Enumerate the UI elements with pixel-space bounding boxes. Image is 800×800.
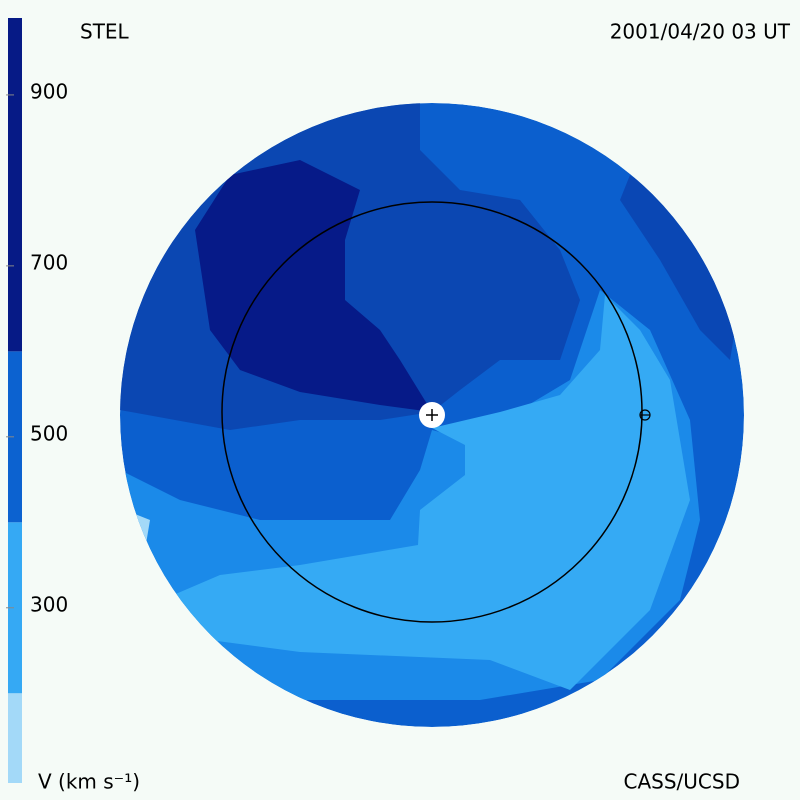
colorbar-band — [8, 522, 22, 694]
tick-label: 900 — [30, 79, 68, 103]
region-core — [195, 160, 432, 412]
colorbar-band — [8, 18, 22, 352]
tick-label: 700 — [30, 250, 68, 274]
observatory: STEL — [80, 20, 130, 44]
sun-marker — [426, 409, 438, 421]
colorbar-band — [8, 693, 22, 783]
timestamp: 2001/04/20 03 UT — [610, 20, 791, 44]
colorbar: 300 500 700 900 — [6, 18, 68, 783]
colorbar-label: V (km s⁻¹) — [38, 770, 140, 794]
earth-orbit — [221, 201, 643, 623]
colorbar-band — [8, 351, 22, 523]
credit: CASS/UCSD — [624, 770, 740, 794]
tick-label: 500 — [30, 421, 68, 445]
region-right-strip — [620, 175, 740, 360]
region-slow — [150, 295, 690, 690]
tick-label: 300 — [30, 592, 68, 616]
